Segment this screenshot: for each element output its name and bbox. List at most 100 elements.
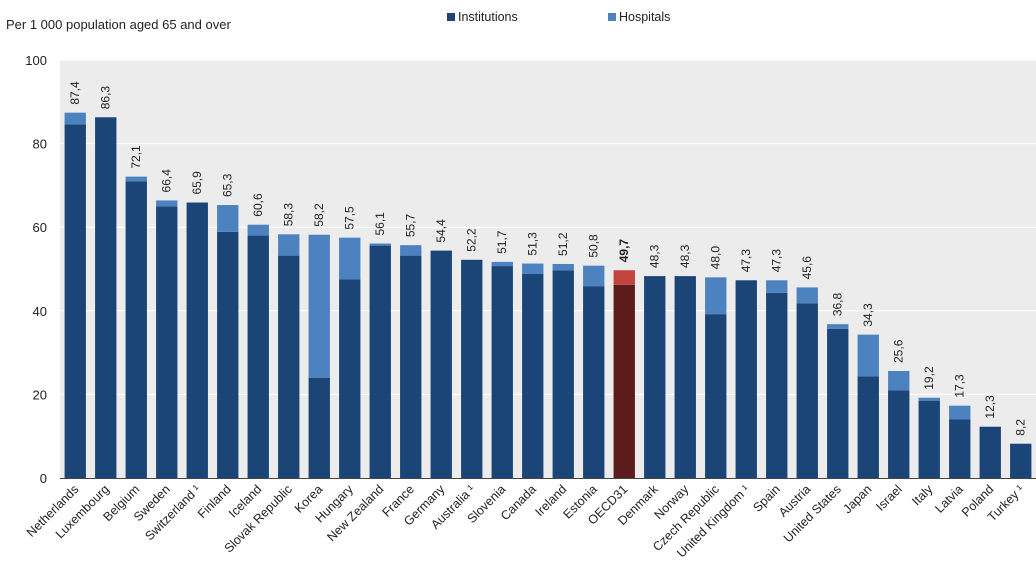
bar-institutions (674, 276, 696, 478)
bar-institutions (918, 400, 940, 478)
data-label: 48,0 (709, 246, 723, 270)
y-tick-label: 80 (33, 137, 47, 152)
bar-hospitals (888, 370, 910, 391)
data-label: 58,2 (312, 203, 326, 227)
y-tick-label: 100 (25, 53, 47, 68)
data-label: 65,9 (190, 171, 204, 195)
data-label: 65,3 (221, 173, 235, 197)
bar-institutions (827, 328, 849, 478)
bar-institutions (461, 259, 483, 478)
data-label: 17,3 (953, 374, 967, 398)
data-label: 48,3 (678, 244, 692, 268)
data-label: 51,7 (495, 230, 509, 254)
bar-institutions (125, 181, 147, 478)
data-label: 25,6 (892, 339, 906, 363)
bar-institutions (247, 235, 269, 478)
data-label: 60,6 (251, 193, 265, 217)
bar-institutions (979, 427, 1001, 478)
bar-institutions (64, 124, 86, 478)
bar-institutions (339, 279, 361, 478)
bar-hospitals (125, 176, 147, 182)
data-label: 49,7 (617, 239, 631, 263)
bar-institutions (735, 280, 757, 478)
bar-hospitals (949, 405, 971, 420)
bar-institutions (888, 390, 910, 478)
legend-swatch-institutions (447, 13, 455, 21)
bar-institutions (369, 245, 391, 478)
legend-swatch-hospitals (608, 13, 616, 21)
bar-institutions (552, 270, 574, 478)
x-tick-label: Israel (873, 482, 905, 514)
data-label: 19,2 (922, 366, 936, 390)
x-tick-label: Japan (840, 482, 874, 516)
data-label: 34,3 (861, 303, 875, 327)
bar-institutions (766, 292, 788, 478)
bar-hospitals (308, 234, 330, 378)
bar-institutions (644, 276, 666, 478)
bar-institutions (796, 303, 818, 478)
bar-institutions (613, 284, 635, 478)
y-tick-label: 0 (40, 471, 47, 486)
data-label: 87,4 (68, 81, 82, 105)
bar-hospitals (766, 280, 788, 293)
data-label: 58,3 (282, 203, 296, 227)
bar-hospitals (827, 324, 849, 329)
bar-hospitals (491, 261, 513, 267)
data-label: 12,3 (983, 395, 997, 419)
bar-institutions (522, 274, 544, 478)
legend-label-hospitals: Hospitals (619, 10, 671, 24)
bar-institutions (95, 117, 117, 479)
data-label: 51,2 (556, 232, 570, 256)
bar-hospitals (400, 245, 422, 256)
bar-hospitals (369, 243, 391, 246)
bar-institutions (217, 231, 239, 478)
legend-item-hospitals: Hospitals (608, 10, 670, 24)
bar-hospitals (918, 397, 940, 401)
data-label: 72,1 (129, 145, 143, 169)
bar-institutions (430, 250, 452, 478)
data-label: 8,2 (1014, 419, 1028, 436)
bar-institutions (308, 377, 330, 478)
bar-hospitals (217, 205, 239, 232)
bar-hospitals (64, 112, 86, 125)
bar-hospitals (522, 263, 544, 275)
bar-hospitals (705, 277, 727, 315)
data-label: 47,3 (770, 249, 784, 273)
data-label: 57,5 (343, 206, 357, 230)
data-label: 56,1 (373, 212, 387, 236)
bar-hospitals (552, 263, 574, 271)
chart-subtitle: Per 1 000 population aged 65 and over (6, 17, 231, 32)
legend-label-institutions: Institutions (458, 10, 518, 24)
y-tick-label: 20 (33, 387, 47, 402)
bar-institutions (278, 255, 300, 478)
data-label: 45,6 (800, 256, 814, 280)
bar-institutions (156, 206, 178, 479)
y-tick-label: 60 (33, 220, 47, 235)
data-label: 52,2 (465, 228, 479, 252)
bar-institutions (949, 419, 971, 478)
bar-institutions (491, 266, 513, 478)
bar-hospitals (857, 334, 879, 377)
y-tick-label: 40 (33, 304, 47, 319)
data-label: 51,3 (526, 232, 540, 256)
bar-institutions (857, 376, 879, 478)
bar-institutions (186, 202, 208, 478)
data-label: 86,3 (99, 86, 113, 110)
bar-hospitals (278, 234, 300, 256)
bar-institutions (1010, 443, 1032, 478)
data-label: 66,4 (160, 169, 174, 193)
data-label: 48,3 (648, 244, 662, 268)
data-label: 54,4 (434, 219, 448, 243)
bar-hospitals (583, 265, 605, 287)
data-label: 36,8 (831, 292, 845, 316)
x-tick-label: Finland (195, 482, 234, 521)
bar-hospitals (796, 287, 818, 304)
legend-item-institutions: Institutions (447, 10, 518, 24)
data-label: 47,3 (739, 249, 753, 273)
bar-hospitals (156, 200, 178, 207)
bar-institutions (583, 286, 605, 478)
bar-hospitals (613, 270, 635, 285)
bar-hospitals (339, 237, 361, 280)
data-label: 50,8 (587, 234, 601, 258)
